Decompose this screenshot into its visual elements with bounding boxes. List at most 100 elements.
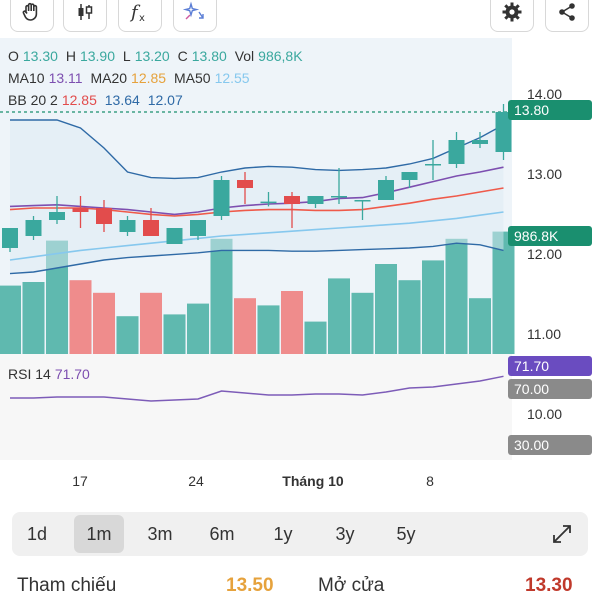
volume-bar [304, 321, 327, 354]
volume-bar [469, 298, 491, 354]
volume-bar [422, 260, 444, 354]
candle-body [49, 212, 65, 220]
candle-body [425, 164, 441, 166]
rsi-pane [0, 354, 512, 460]
volume-bar [140, 292, 162, 354]
candle-body [401, 172, 418, 180]
candle-body [2, 228, 18, 248]
ma20-line [9, 187, 504, 217]
close-value: 13.80 [191, 48, 227, 64]
price-tick: 13.00 [527, 166, 563, 182]
period-1y[interactable]: 1y [273, 524, 293, 544]
period-1m[interactable]: 1m [74, 515, 124, 553]
candle-body [307, 196, 324, 204]
period-5y[interactable]: 5y [396, 524, 416, 544]
volume-tag: 986.8K [508, 226, 592, 246]
candle-body [448, 140, 465, 164]
rsi-value: 71.70 [54, 366, 90, 382]
ma10-line [9, 166, 504, 216]
x-axis-label-month: Tháng 10 [282, 473, 344, 489]
bb-lower-line [9, 242, 504, 275]
bb-upper-line [10, 119, 504, 180]
ma50-line [9, 211, 504, 261]
bb-lower-value: 12.07 [147, 92, 183, 108]
volume-bar [187, 303, 209, 354]
candle-body [495, 112, 512, 152]
candle-body [119, 220, 136, 232]
candle-body [237, 180, 253, 188]
volume-bar [163, 314, 186, 354]
ma50-value: 12.55 [214, 70, 250, 86]
candle-body [96, 208, 112, 224]
bb-info: BB 20 2 12.85 13.64 12.07 [8, 92, 183, 108]
candle-body [72, 208, 89, 212]
svg-text:x: x [139, 13, 145, 23]
open-price-value: 13.30 [525, 575, 573, 596]
share-icon[interactable] [545, 0, 589, 32]
candle-body [166, 228, 183, 244]
x-axis-label: 8 [426, 473, 434, 489]
volume-bar [69, 280, 92, 354]
rsi-tag: 71.70 [508, 356, 592, 376]
volume-bar [257, 305, 280, 354]
x-axis-label: 17 [72, 473, 88, 489]
bollinger-band [10, 120, 504, 274]
period-1d[interactable]: 1d [26, 524, 48, 544]
volume-bar [93, 292, 115, 354]
volume-bar [116, 316, 139, 354]
ma-info: MA10 13.11 MA20 12.85 MA50 12.55 [8, 70, 250, 86]
candle-body [143, 220, 159, 236]
rsi-tick: 10.00 [527, 406, 563, 422]
low-value: 13.20 [134, 48, 170, 64]
price-tick: 11.00 [527, 326, 561, 342]
chart-canvas [0, 38, 515, 460]
rsi-info: RSI 14 71.70 [8, 366, 90, 382]
candle-body [378, 180, 394, 200]
reference-label: Tham chiếu [17, 575, 117, 596]
price-tick: 14.00 [527, 86, 563, 102]
volume-bar [281, 291, 303, 354]
reference-value: 13.50 [226, 575, 274, 596]
expand-icon[interactable] [550, 522, 574, 551]
volume-bar [22, 282, 45, 354]
candle-body [284, 196, 300, 204]
candle-body [25, 220, 42, 236]
candle-body [472, 140, 488, 144]
last-price-tag: 13.80 [508, 100, 592, 120]
volume-value: 986,8K [258, 48, 303, 64]
volume-bar [375, 264, 397, 354]
rsi-30-tag: 30.00 [508, 435, 592, 455]
rsi-70-tag: 70.00 [508, 379, 592, 399]
candle-body [354, 200, 371, 202]
period-6m[interactable]: 6m [209, 524, 235, 544]
volume-bar [398, 280, 421, 354]
volume-bar [210, 238, 233, 354]
ma20-value: 12.85 [131, 70, 167, 86]
open-label: Mở cửa [318, 575, 385, 596]
sparkle-icon[interactable] [173, 0, 217, 32]
volume-bar [234, 298, 256, 354]
volume-bar [0, 285, 21, 354]
period-selector: 1d 1m 3m 6m 1y 3y 5y [12, 512, 588, 556]
hand-icon[interactable] [10, 0, 54, 32]
candle-body [190, 220, 206, 236]
volume-bar [445, 238, 468, 354]
candlestick-icon[interactable] [63, 0, 107, 32]
candle-body [260, 201, 277, 204]
quote-footer: Tham chiếu 13.50 Mở cửa 13.30 [0, 575, 600, 600]
candle-body [213, 180, 230, 216]
high-value: 13.90 [79, 48, 115, 64]
bb-mid-value: 13.64 [104, 92, 140, 108]
price-tick: 12.00 [527, 246, 563, 262]
volume-bar [492, 231, 515, 354]
ma10-value: 13.11 [48, 70, 83, 86]
x-axis-label: 24 [188, 473, 204, 489]
gear-icon[interactable] [490, 0, 534, 32]
stock-chart[interactable]: O 13.30 H 13.90 L 13.20 C 13.80 Vol 986,8K MA… [0, 38, 600, 468]
period-3y[interactable]: 3y [335, 524, 355, 544]
period-3m[interactable]: 3m [147, 524, 173, 544]
volume-bar [351, 292, 374, 354]
bb-upper-value: 12.85 [61, 92, 97, 108]
